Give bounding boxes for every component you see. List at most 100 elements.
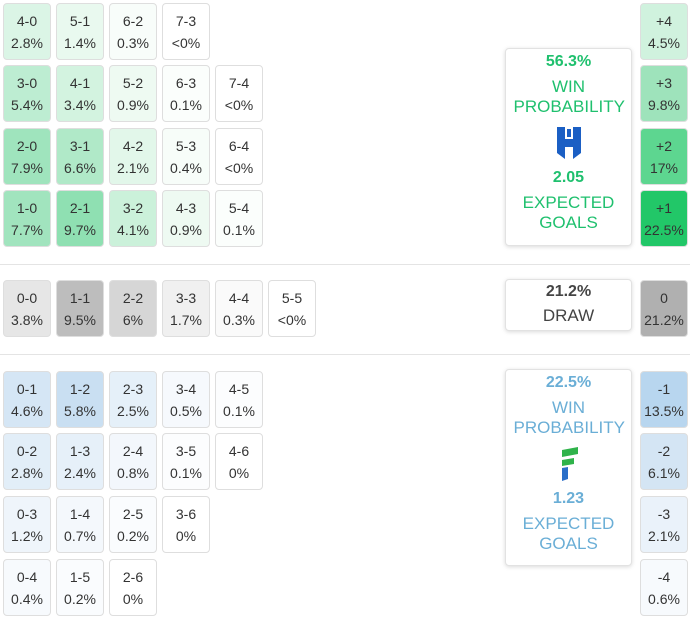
score-cell: 6-2 0.3%	[109, 3, 157, 60]
score-cell: 2-3 2.5%	[109, 371, 157, 428]
probability: 0.1%	[223, 403, 255, 419]
separator	[0, 264, 690, 265]
score: 3-4	[175, 381, 197, 397]
margin-cell: +4 4.5%	[640, 3, 688, 60]
probability: 0.1%	[170, 97, 202, 113]
score: 2-3	[122, 381, 144, 397]
probability: 9.8%	[648, 97, 680, 113]
score-cell: 2-1 9.7%	[56, 190, 104, 247]
score: -3	[657, 506, 671, 522]
score: 5-3	[175, 138, 197, 154]
home-summary: 56.3% WIN PROBABILITY 2.05 EXPECTED GOAL…	[505, 48, 632, 246]
score: 6-3	[175, 75, 197, 91]
expected-goals: 1.23	[552, 490, 585, 507]
score-cell: 4-4 0.3%	[215, 280, 263, 337]
separator	[0, 354, 690, 355]
probability: 1.7%	[170, 312, 202, 328]
draw-label: DRAW	[542, 306, 595, 325]
score-cell: 2-2 6%	[109, 280, 157, 337]
score: 0	[660, 290, 668, 306]
probability: 0.7%	[64, 528, 96, 544]
score: 6-2	[122, 13, 144, 29]
score: 0-4	[16, 569, 38, 585]
score: 7-4	[228, 75, 250, 91]
probability: 4.6%	[11, 403, 43, 419]
xg-label: EXPECTED GOALS	[522, 193, 615, 232]
score-cell: 4-5 0.1%	[215, 371, 263, 428]
score-cell: 1-4 0.7%	[56, 496, 104, 553]
probability: 0.8%	[117, 465, 149, 481]
score: 0-3	[16, 506, 38, 522]
score-cell: 5-3 0.4%	[162, 128, 210, 185]
probability: <0%	[224, 97, 254, 113]
probability: 0.2%	[64, 591, 96, 607]
score-cell: 4-6 0%	[215, 433, 263, 490]
score-cell: 5-2 0.9%	[109, 65, 157, 122]
score-cell: 3-3 1.7%	[162, 280, 210, 337]
expected-goals: 2.05	[552, 169, 585, 186]
score: 6-4	[228, 138, 250, 154]
draw-summary: 21.2% DRAW	[505, 279, 632, 331]
score: 3-2	[122, 200, 144, 216]
score-cell: 4-0 2.8%	[3, 3, 51, 60]
probability: <0%	[171, 35, 201, 51]
score: 2-0	[16, 138, 38, 154]
score: 3-6	[175, 506, 197, 522]
score-cell: 5-5 <0%	[268, 280, 316, 337]
probability: 5.8%	[64, 403, 96, 419]
probability: 6.6%	[64, 160, 96, 176]
probability: 0%	[228, 465, 250, 481]
score: 1-2	[69, 381, 91, 397]
score-cell: 5-1 1.4%	[56, 3, 104, 60]
score: 2-4	[122, 443, 144, 459]
score: 4-4	[228, 290, 250, 306]
score-cell: 1-5 0.2%	[56, 559, 104, 616]
score: 2-5	[122, 506, 144, 522]
margin-cell: -1 13.5%	[640, 371, 688, 428]
home-logo	[556, 127, 581, 159]
score-cell: 1-2 5.8%	[56, 371, 104, 428]
score-cell: 2-6 0%	[109, 559, 157, 616]
probability: 0.2%	[117, 528, 149, 544]
score: -4	[657, 569, 671, 585]
probability: 2.1%	[117, 160, 149, 176]
score-cell: 2-4 0.8%	[109, 433, 157, 490]
probability: 2.8%	[11, 465, 43, 481]
score-cell: 7-3 <0%	[162, 3, 210, 60]
score-cell: 5-4 0.1%	[215, 190, 263, 247]
win-probability: 56.3%	[545, 53, 592, 70]
probability: 2.5%	[117, 403, 149, 419]
probability: 21.2%	[644, 312, 684, 328]
probability: 6.1%	[648, 465, 680, 481]
score: 0-1	[16, 381, 38, 397]
probability: 9.7%	[64, 222, 96, 238]
score-cell: 3-2 4.1%	[109, 190, 157, 247]
score: 4-5	[228, 381, 250, 397]
score: 2-1	[69, 200, 91, 216]
score-cell: 3-5 0.1%	[162, 433, 210, 490]
score-cell: 0-0 3.8%	[3, 280, 51, 337]
probability: 5.4%	[11, 97, 43, 113]
probability: 13.5%	[644, 403, 684, 419]
probability: 2.1%	[648, 528, 680, 544]
probability: 6%	[122, 312, 144, 328]
score: 4-6	[228, 443, 250, 459]
score-cell: 2-0 7.9%	[3, 128, 51, 185]
score: -2	[657, 443, 671, 459]
score-cell: 0-2 2.8%	[3, 433, 51, 490]
probability: 0%	[175, 528, 197, 544]
probability: <0%	[277, 312, 307, 328]
score-cell: 4-1 3.4%	[56, 65, 104, 122]
score: 0-0	[16, 290, 38, 306]
score-cell: 0-1 4.6%	[3, 371, 51, 428]
score-cell: 3-0 5.4%	[3, 65, 51, 122]
probability: 0.1%	[170, 465, 202, 481]
probability: 17%	[649, 160, 679, 176]
margin-cell: 0 21.2%	[640, 280, 688, 337]
score: 4-2	[122, 138, 144, 154]
margin-cell: +1 22.5%	[640, 190, 688, 247]
score: 4-0	[16, 13, 38, 29]
score: 1-0	[16, 200, 38, 216]
probability: 3.8%	[11, 312, 43, 328]
probability: 0.3%	[223, 312, 255, 328]
